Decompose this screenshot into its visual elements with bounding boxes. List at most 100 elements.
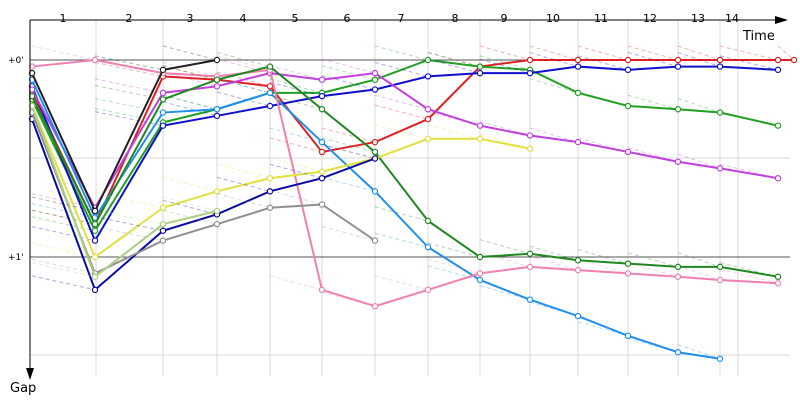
series-point — [91, 253, 99, 261]
series-point — [526, 250, 534, 257]
series-point — [91, 237, 99, 244]
series-point — [371, 86, 379, 93]
series-connector — [627, 52, 679, 68]
series-connector — [677, 98, 721, 114]
series-line — [31, 59, 218, 214]
series-point — [424, 286, 432, 294]
lap-label: 10 — [546, 12, 560, 25]
series-point — [371, 148, 379, 156]
series-point — [213, 56, 221, 64]
series-connector — [31, 242, 96, 258]
lap-label: 13 — [691, 12, 705, 25]
series-point — [213, 83, 221, 90]
series-connector — [479, 58, 531, 74]
series-point — [674, 63, 682, 70]
series-point — [526, 145, 534, 152]
series-connector — [31, 209, 96, 225]
series-point — [476, 276, 484, 284]
lap-label: 3 — [187, 12, 194, 25]
lap-label: 12 — [643, 12, 657, 25]
series-point — [371, 303, 379, 310]
series-point — [774, 273, 782, 280]
series-point — [159, 204, 167, 211]
series-point — [574, 56, 582, 64]
lap-label: 6 — [344, 12, 351, 25]
series — [28, 52, 782, 244]
series-connector — [427, 242, 481, 258]
series-point — [526, 56, 534, 64]
series-point — [476, 63, 484, 70]
series-point — [424, 56, 432, 64]
series-point — [28, 63, 36, 70]
series — [28, 45, 782, 310]
series-line — [31, 79, 721, 360]
series-point — [624, 260, 632, 267]
series — [28, 109, 379, 277]
series-connector — [677, 153, 721, 169]
series-point — [774, 66, 782, 74]
series-point — [424, 106, 432, 113]
y-axis-title: Gap — [10, 381, 36, 396]
series-point — [371, 69, 379, 77]
series-connector — [31, 209, 96, 225]
series-point — [371, 138, 379, 146]
series-point — [624, 270, 632, 277]
lap-label: 5 — [292, 12, 299, 25]
series-point — [424, 217, 432, 225]
series-connector — [427, 124, 481, 140]
series-point — [574, 89, 582, 97]
series-point — [674, 273, 682, 280]
series-connector — [479, 55, 531, 71]
series-point — [716, 56, 724, 64]
series-connector — [677, 265, 721, 281]
series — [28, 45, 798, 228]
series-point — [574, 312, 582, 320]
series-connector — [94, 216, 164, 232]
series-connector — [94, 193, 164, 209]
lap-label: 8 — [452, 12, 459, 25]
series-point — [790, 56, 798, 64]
series-connector — [269, 275, 323, 291]
series-point — [91, 227, 99, 234]
series-connector — [529, 245, 579, 261]
series-point — [526, 296, 534, 303]
series-point — [674, 158, 682, 165]
series-point — [266, 102, 274, 110]
series-connector — [374, 94, 429, 110]
series-connector — [94, 98, 164, 114]
series-connector — [94, 78, 164, 94]
series-connector — [31, 275, 96, 291]
series-point — [371, 188, 379, 195]
series-point — [624, 56, 632, 64]
series-connector — [627, 45, 679, 61]
series-point — [318, 106, 326, 113]
series — [28, 115, 379, 294]
series-point — [674, 106, 682, 113]
series-connector — [94, 209, 164, 225]
series-point — [318, 201, 326, 208]
series-connector — [162, 45, 218, 61]
series-connector — [321, 137, 376, 153]
series-connector — [529, 301, 579, 317]
series-point — [674, 263, 682, 271]
series-connector — [31, 216, 96, 232]
series-connector — [677, 52, 721, 68]
series — [28, 52, 782, 280]
series-point — [28, 86, 36, 93]
lap-label: 2 — [126, 12, 133, 25]
series-connector — [31, 262, 96, 278]
series-point — [266, 89, 274, 97]
series-connector — [321, 127, 376, 143]
y-axis-arrow-icon — [26, 368, 34, 380]
series-connector — [216, 78, 271, 94]
series-connector — [374, 206, 429, 222]
series-point — [476, 270, 484, 277]
series-line — [31, 58, 779, 308]
series-connector — [479, 45, 531, 61]
series-point — [318, 148, 326, 156]
series-connector — [719, 45, 779, 61]
series-point — [213, 220, 221, 228]
series-connector — [321, 144, 376, 159]
series-point — [318, 138, 326, 146]
